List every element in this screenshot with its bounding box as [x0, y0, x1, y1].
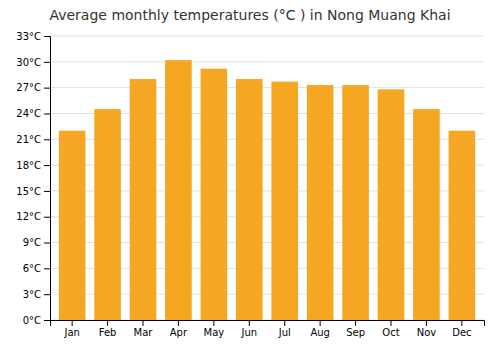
bar	[130, 79, 157, 320]
tick: Aug	[310, 320, 330, 338]
tick-label: 27°C	[16, 82, 41, 93]
tick: 33°C	[16, 31, 50, 42]
tick-label: 24°C	[16, 108, 41, 119]
bar	[236, 79, 263, 320]
tick-label: Dec	[452, 327, 471, 338]
tick-label: Feb	[99, 327, 117, 338]
tick-mark	[391, 320, 392, 326]
tick: Jun	[240, 320, 257, 338]
tick: Jul	[278, 320, 291, 338]
bars	[59, 60, 475, 320]
bar	[413, 109, 440, 320]
tick-mark	[44, 191, 50, 192]
x-axis: Jan Feb Mar Apr May Jun Jul Aug Sep Oct Nov Dec	[51, 320, 485, 338]
tick: 30°C	[16, 57, 50, 68]
bar	[378, 89, 405, 320]
tick: Nov	[417, 320, 437, 338]
axis-domain	[44, 37, 51, 321]
tick-label: Aug	[310, 327, 330, 338]
tick-label: Nov	[417, 327, 437, 338]
tick-mark	[44, 113, 50, 114]
grid-line	[50, 87, 484, 88]
tick: Oct	[382, 320, 399, 338]
y-axis: 0°C 3°C 6°C 9°C 12°C 15°C 18°C 21°C 24°C 27°C 30°C…	[16, 31, 50, 326]
tick-mark	[44, 243, 50, 244]
tick: Feb	[99, 320, 117, 338]
tick-mark	[44, 165, 50, 166]
tick-mark	[284, 320, 285, 326]
grid	[50, 36, 484, 320]
tick-label: 12°C	[16, 211, 41, 222]
tick: May	[204, 320, 225, 338]
tick: 6°C	[23, 263, 50, 274]
bar	[165, 60, 192, 320]
tick-label: Oct	[382, 327, 399, 338]
tick: Jan	[63, 320, 79, 338]
bar	[271, 82, 298, 320]
tick-mark	[44, 36, 50, 37]
chart: Average monthly temperatures (°C ) in No…	[0, 0, 500, 350]
tick: 15°C	[16, 186, 50, 197]
tick: 9°C	[23, 237, 50, 248]
tick: 12°C	[16, 211, 50, 222]
tick: 0°C	[23, 315, 50, 326]
tick-mark	[213, 320, 214, 326]
bar	[59, 131, 86, 320]
tick-label: Mar	[134, 327, 154, 338]
tick-label: Sep	[346, 327, 365, 338]
tick-mark	[44, 139, 50, 140]
tick: 3°C	[23, 289, 50, 300]
tick-mark	[249, 320, 250, 326]
tick-mark	[143, 320, 144, 326]
grid-line	[50, 61, 484, 62]
tick: 21°C	[16, 134, 50, 145]
tick: Apr	[170, 320, 188, 338]
tick-mark	[461, 320, 462, 326]
tick-mark	[44, 320, 50, 321]
tick-label: May	[204, 327, 225, 338]
bar	[94, 109, 121, 320]
tick-mark	[44, 268, 50, 269]
tick: 24°C	[16, 108, 50, 119]
tick-label: 30°C	[16, 57, 41, 68]
tick-label: 15°C	[16, 186, 41, 197]
tick-label: 21°C	[16, 134, 41, 145]
tick: Dec	[452, 320, 471, 338]
tick-mark	[426, 320, 427, 326]
tick-mark	[107, 320, 108, 326]
tick-mark	[44, 88, 50, 89]
tick-label: 0°C	[23, 315, 41, 326]
bar	[342, 85, 369, 320]
tick-label: 33°C	[16, 31, 41, 42]
tick-mark	[72, 320, 73, 326]
tick-label: Apr	[170, 327, 188, 338]
tick-mark	[44, 217, 50, 218]
tick-label: 9°C	[23, 237, 41, 248]
axis-domain	[51, 321, 485, 327]
tick: 27°C	[16, 82, 50, 93]
title: Average monthly temperatures (°C ) in No…	[49, 7, 450, 23]
bar	[201, 69, 228, 320]
tick: Mar	[134, 320, 154, 338]
tick-mark	[320, 320, 321, 326]
bar	[449, 131, 476, 320]
tick-label: Jan	[63, 327, 79, 338]
tick-mark	[44, 294, 50, 295]
tick-mark	[355, 320, 356, 326]
tick-mark	[44, 62, 50, 63]
tick-label: 18°C	[16, 160, 41, 171]
tick: Sep	[346, 320, 365, 338]
tick-label: Jul	[278, 327, 291, 338]
tick-label: 6°C	[23, 263, 41, 274]
bar	[307, 85, 334, 320]
tick: 18°C	[16, 160, 50, 171]
tick-label: Jun	[240, 327, 257, 338]
grid-line	[50, 36, 484, 37]
tick-mark	[178, 320, 179, 326]
tick-label: 3°C	[23, 289, 41, 300]
